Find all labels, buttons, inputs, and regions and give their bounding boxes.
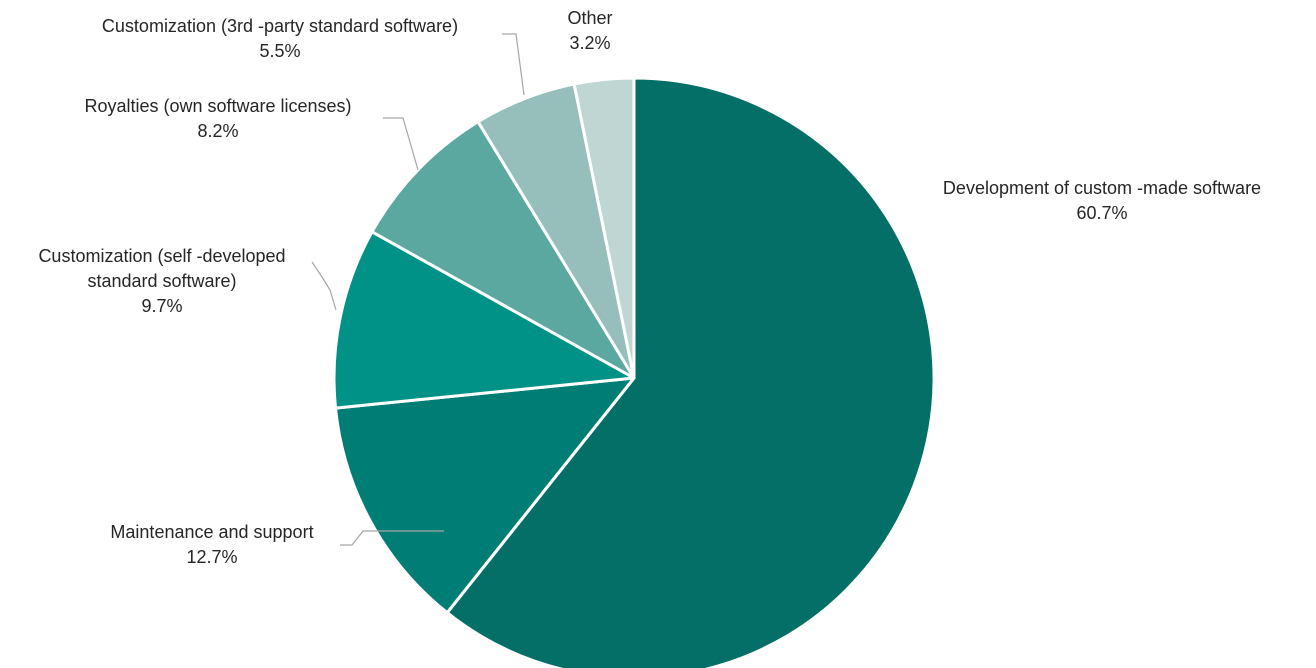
pie-slice-6: [572, 76, 636, 380]
leader-line-2: [340, 530, 444, 546]
slice-value-text: 12.7%: [186, 547, 238, 567]
slice-value-text: 5.5%: [259, 41, 301, 61]
slice-label-text: Development of custom -made software: [942, 178, 1262, 198]
slice-value-text: 9.7%: [141, 296, 183, 316]
slice-value-text: 60.7%: [1076, 203, 1128, 223]
leader-line-5: [502, 33, 525, 96]
data-label-2: Maintenance and support 12.7%: [110, 520, 313, 570]
slice-label-text: Royalties (own software licenses): [84, 96, 352, 116]
data-label-3: Customization (self -developed standard s…: [38, 244, 285, 319]
slice-label-text: Maintenance and support: [110, 522, 314, 542]
pie-slice-3: [332, 230, 636, 410]
leader-line-3: [311, 261, 337, 311]
data-label-1: Development of custom -made software 60.7…: [943, 176, 1261, 226]
leader-line-4: [383, 117, 419, 171]
data-label-6: Other 3.2%: [567, 6, 612, 56]
slice-label-text: Customization (3rd -party standard softw…: [101, 16, 459, 36]
data-label-4: Royalties (own software licenses) 8.2%: [84, 94, 351, 144]
slice-label-text: Customization (self -developed: [38, 246, 286, 266]
slice-label-text: Other: [567, 8, 613, 28]
data-label-5: Customization (3rd -party standard softw…: [102, 14, 458, 64]
slice-label-text: standard software): [87, 271, 237, 291]
slice-value-text: 3.2%: [569, 33, 611, 53]
pie-slice-2: [334, 376, 636, 615]
slice-value-text: 8.2%: [197, 121, 239, 141]
pie-slice-1: [445, 76, 936, 668]
